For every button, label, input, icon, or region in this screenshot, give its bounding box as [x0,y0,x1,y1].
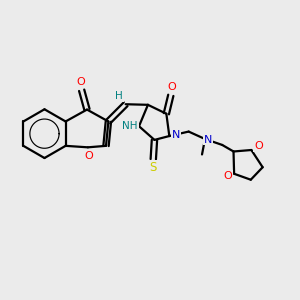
Text: S: S [150,161,157,174]
Text: O: O [84,151,93,161]
Text: O: O [254,141,263,152]
Text: N: N [172,130,180,140]
Text: O: O [76,77,85,87]
Text: O: O [223,171,232,181]
Text: N: N [204,135,212,145]
Text: H: H [115,91,123,101]
Text: NH: NH [122,121,138,130]
Text: O: O [168,82,176,92]
